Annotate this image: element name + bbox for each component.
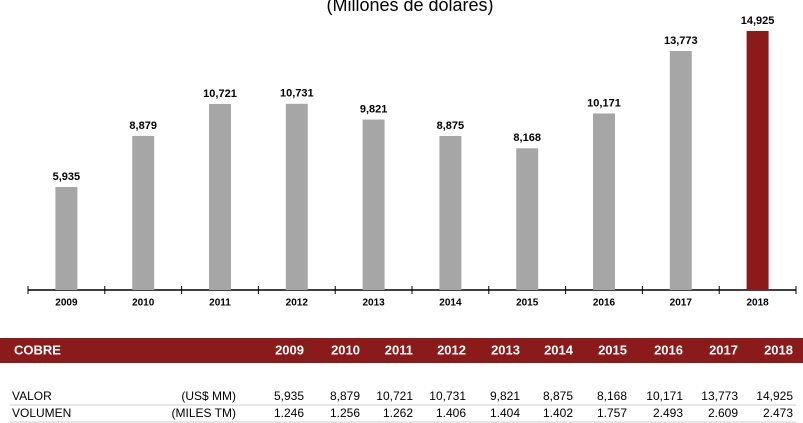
x-tick-label: 2010 (132, 298, 155, 309)
table-cell: 8,879 (330, 389, 360, 403)
table-cell: 10,721 (376, 389, 413, 403)
x-tick-label: 2011 (209, 298, 231, 309)
bar (209, 103, 231, 291)
table-header-bar (0, 338, 803, 363)
table-header-cell: 2010 (331, 342, 360, 357)
table-cell: 1.406 (436, 406, 466, 420)
data-label: 8,875 (437, 120, 465, 132)
data-label: 9,821 (360, 103, 388, 115)
bar (593, 113, 615, 290)
bar (746, 31, 769, 290)
x-tick-label: 2015 (516, 298, 539, 309)
x-tick-label: 2009 (55, 298, 78, 309)
table-cell: 1.256 (330, 406, 360, 420)
bar (362, 119, 385, 290)
data-label: 10,731 (280, 88, 314, 100)
table-header-cell: 2018 (764, 342, 793, 357)
bar (55, 187, 78, 290)
data-label: 10,721 (203, 88, 237, 100)
table-cell: 10,731 (429, 389, 466, 403)
table-cell: 2.473 (763, 406, 793, 420)
table-cell: 1.262 (383, 406, 413, 420)
data-label: 8,879 (129, 120, 157, 132)
table-cell: 14,925 (756, 389, 793, 403)
table-cell: 5,935 (274, 389, 304, 403)
table-cell: 13,773 (701, 389, 738, 403)
bar (285, 103, 308, 290)
table-cell: 1.404 (490, 406, 520, 420)
data-label: 13,773 (664, 35, 698, 47)
table-row-label: VOLUMEN (12, 406, 71, 420)
table-cell: 1.246 (274, 406, 304, 420)
chart-subtitle: (Millones de dólares) (326, 0, 493, 15)
table-row-label: VALOR (12, 389, 52, 403)
table-cell: 8,168 (597, 389, 627, 403)
table-header-cell: 2017 (709, 342, 738, 357)
table-header-cell: 2015 (598, 342, 627, 357)
bar (132, 135, 155, 290)
data-label: 5,935 (53, 171, 81, 183)
table-cell: 2.493 (653, 406, 683, 420)
table-cell: 1.402 (543, 406, 573, 420)
table-header-cell: 2016 (654, 342, 683, 357)
table-cell: 2.609 (708, 406, 738, 420)
x-tick-label: 2012 (286, 298, 309, 309)
table-header-cell: 2013 (491, 342, 520, 357)
x-tick-label: 2014 (439, 298, 462, 309)
data-label: 10,171 (587, 97, 621, 109)
bar (516, 148, 539, 290)
bar (669, 50, 692, 291)
table-cell: 1.757 (597, 406, 627, 420)
x-tick-label: 2017 (670, 298, 693, 309)
table-header-cell: 2009 (275, 342, 304, 357)
table-header-cell: COBRE (14, 342, 61, 357)
x-tick-label: 2018 (746, 298, 769, 309)
x-tick-label: 2013 (362, 298, 385, 309)
x-tick-label: 2016 (593, 298, 616, 309)
table-header-cell: 2014 (544, 342, 574, 357)
table-cell: 10,171 (646, 389, 683, 403)
table-header-cell: 2011 (385, 342, 413, 357)
data-label: 8,168 (513, 132, 541, 144)
bar (439, 135, 462, 290)
table-cell: 8,875 (543, 389, 573, 403)
table-unit: (US$ MM) (181, 389, 236, 403)
table-unit: (MILES TM) (172, 406, 236, 420)
table-header-cell: 2012 (437, 342, 466, 357)
table-cell: 9,821 (490, 389, 520, 403)
data-label: 14,925 (741, 15, 775, 27)
